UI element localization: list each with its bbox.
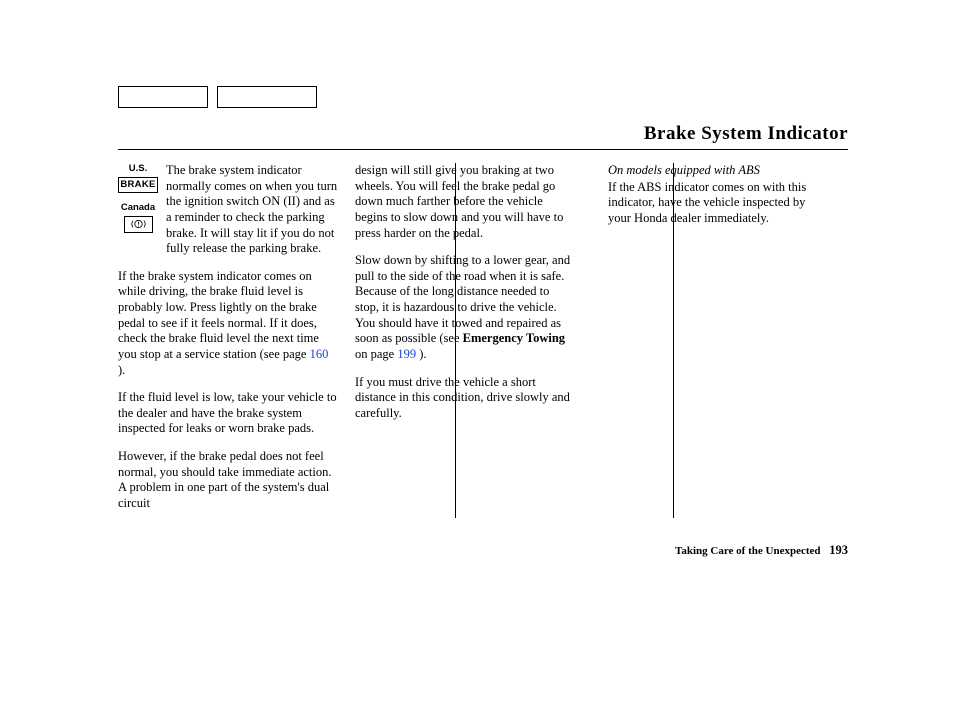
col1-p3: If the fluid level is low, take your veh… [118, 390, 338, 437]
footer: Taking Care of the Unexpected 193 [675, 543, 848, 558]
indicator-labels: U.S. BRAKE Canada [118, 163, 158, 269]
col2-p3: If you must drive the vehicle a short di… [355, 375, 574, 422]
title-row: Brake System Indicator [118, 123, 848, 150]
page-number: 193 [829, 543, 848, 557]
us-label: U.S. [129, 163, 147, 175]
brake-indicator-icon: BRAKE [118, 177, 158, 193]
col3-p1: If the ABS indicator comes on with this … [608, 180, 828, 227]
header-boxes [118, 86, 317, 108]
canada-label: Canada [121, 202, 155, 214]
canada-indicator-icon [124, 216, 153, 233]
col1-p4: However, if the brake pedal does not fee… [118, 449, 338, 512]
nav-box-left [118, 86, 208, 108]
col1-p2: If the brake system indicator comes on w… [118, 269, 338, 378]
abs-note: On models equipped with ABS [608, 163, 828, 179]
footer-section: Taking Care of the Unexpected [675, 545, 820, 557]
page-link-199[interactable]: 199 [397, 347, 416, 361]
nav-box-right [217, 86, 317, 108]
column-2: design will still give you braking at tw… [355, 163, 591, 542]
column-1: U.S. BRAKE Canada The brake system indic [118, 163, 355, 542]
column-3: On models equipped with ABS If the ABS i… [591, 163, 828, 542]
page-link-160[interactable]: 160 [310, 347, 329, 361]
emergency-towing-ref: Emergency Towing [463, 331, 565, 345]
page-title: Brake System Indicator [644, 123, 848, 145]
col2-p1: design will still give you braking at tw… [355, 163, 574, 241]
col1-p1: The brake system indicator normally come… [166, 163, 338, 257]
col2-p2: Slow down by shifting to a lower gear, a… [355, 253, 574, 362]
